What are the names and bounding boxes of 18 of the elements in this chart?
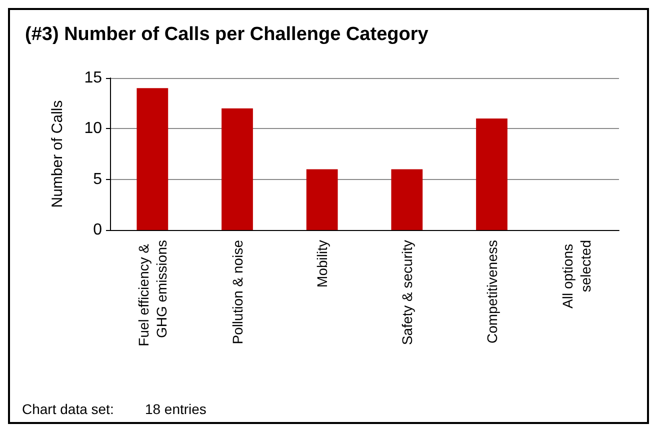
x-tick-label: Mobility	[314, 240, 330, 288]
x-tick-label: Competitiveness	[484, 240, 500, 344]
x-tick-label: Pollution & noise	[229, 240, 246, 344]
bar	[136, 88, 168, 230]
x-tick-label: All options selected	[560, 240, 594, 308]
chart-title: (#3) Number of Calls per Challenge Category	[25, 24, 429, 45]
x-tick-label: Fuel efficiency & GHG emissions	[135, 240, 170, 346]
bar	[222, 108, 253, 230]
text: Chart data set: 18 entries	[22, 401, 206, 417]
bar	[476, 118, 508, 230]
y-tick-label: 15	[84, 70, 102, 86]
y-tick-label: 0	[93, 222, 102, 238]
y-tick-label: 5	[93, 170, 102, 188]
x-tick-label: Safety & security	[398, 240, 415, 346]
bar	[391, 169, 423, 230]
y-tick-label: 10	[84, 120, 102, 138]
bar	[306, 169, 338, 230]
y-axis-title: Number of Calls	[49, 100, 66, 208]
